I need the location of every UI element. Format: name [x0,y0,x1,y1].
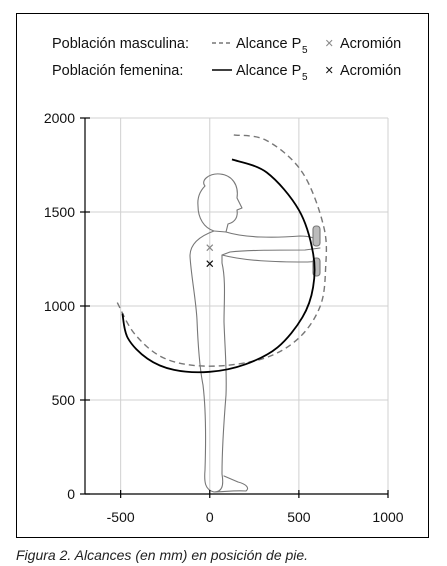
marker-layer [206,244,214,268]
y-tick-label: 500 [52,392,76,408]
reach-curve-female [121,158,316,374]
legend-row-2-reach-sub: 5 [302,72,308,83]
legend-row-1-group: Población masculina: [52,36,189,52]
x-tick-labels: -500 0 500 1000 [107,509,404,525]
x-tick-label: -500 [107,509,135,525]
legend-row-1-reach-sub: 5 [302,45,308,56]
y-tick-label: 2000 [44,110,75,126]
legend-row-2-reach: Alcance P [236,63,301,79]
figure-caption: Figura 2. Alcances (en mm) en posición d… [16,547,309,563]
y-tick-label: 1000 [44,298,75,314]
chart: Población masculina: Alcance P 5 × Acrom… [44,36,404,525]
acromion-marker-male [206,244,214,252]
acromion-marker-stroke [206,244,214,252]
figure-arm-lower [221,254,319,263]
figure-frame [16,13,429,538]
legend-row-2-group: Población femenina: [52,63,183,79]
x-tick-label: 0 [206,509,214,525]
acromion-marker-female [206,260,214,268]
grid [85,117,389,495]
figure-head [197,173,243,233]
x-tick-label: 1000 [372,509,403,525]
acromion-marker-stroke [206,260,214,268]
legend-row-1-marker: × [325,36,333,52]
x-tick-label: 500 [287,509,311,525]
reach-curve-male [116,134,328,367]
figure-torso-and-legs [189,230,321,493]
legend-row-1-reach: Alcance P [236,36,301,52]
figure-handle-upper [312,225,321,247]
y-tick-labels: 0 500 1000 1500 2000 [44,110,75,502]
y-tick-label: 1500 [44,204,75,220]
legend-row-2-marker: × [325,63,333,79]
figure-arm-upper [225,231,321,243]
legend-row-1-marker-label: Acromión [340,36,401,52]
legend-row-2-marker-label: Acromión [340,63,401,79]
axes [80,117,389,498]
series-layer [116,134,328,374]
y-tick-label: 0 [67,486,75,502]
legend: Población masculina: Alcance P 5 × Acrom… [52,36,401,83]
